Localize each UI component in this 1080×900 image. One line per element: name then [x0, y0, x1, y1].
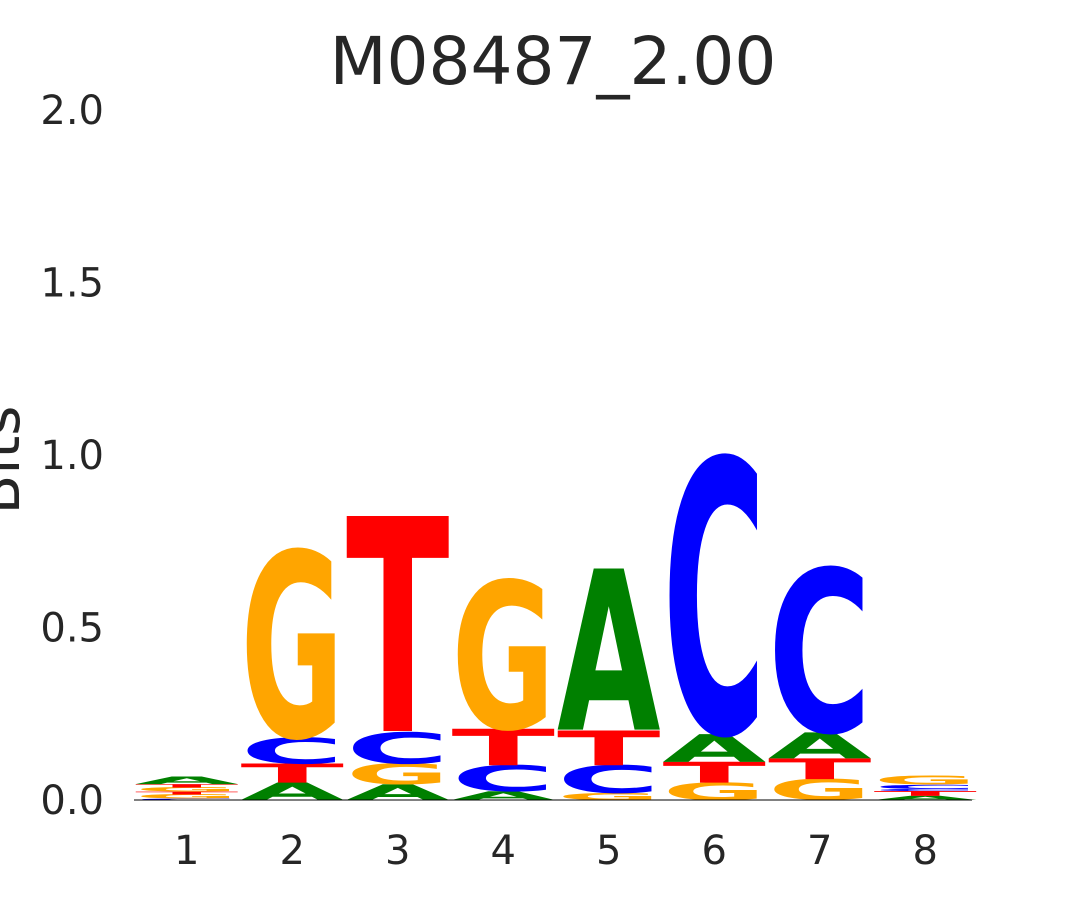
logo-letter-a: A	[241, 778, 344, 806]
logo-letter-t: T	[452, 719, 555, 777]
logo-letter-c: C	[874, 788, 978, 791]
y-tick-label: 0.0	[40, 778, 104, 824]
y-tick-label: 0.5	[40, 606, 104, 652]
x-tick-label: 1	[174, 828, 199, 874]
logo-letter-a: A	[768, 726, 872, 768]
x-tick-label: 2	[280, 828, 305, 874]
logo-letter-g: G	[241, 502, 344, 797]
logo-letter-t: T	[135, 791, 238, 795]
logo-letter-c: C	[874, 784, 978, 791]
logo-letter-t: T	[768, 753, 871, 786]
logo-letter-t: T	[557, 721, 661, 776]
x-tick-label: 3	[385, 828, 410, 874]
x-tick-label: 8	[913, 828, 938, 874]
logo-letter-a: A	[452, 789, 555, 803]
y-tick-label: 2.0	[40, 88, 104, 134]
logo-letter-t: T	[135, 783, 238, 789]
logo-letter-a: A	[663, 727, 766, 771]
x-tick-label: 5	[596, 828, 621, 874]
y-tick-label: 1.5	[40, 261, 104, 307]
logo-letter-c: C	[346, 724, 450, 774]
logo-letter-c: C	[241, 731, 345, 772]
logo-letter-t: T	[874, 790, 977, 798]
logo-letter-g: G	[663, 778, 766, 806]
x-tick-label: 6	[702, 828, 727, 874]
x-axis-ticks: 1 2 3 4 5 6 7 8	[174, 828, 938, 874]
logo-letter-a: A	[346, 780, 449, 805]
logo-letter-c: C	[663, 384, 767, 821]
logo-letter-a: A	[135, 774, 238, 786]
logo-letter-g: G	[452, 541, 555, 776]
logo-letter-a: A	[557, 525, 660, 783]
x-tick-label: 4	[491, 828, 516, 874]
y-axis-label: Bits	[0, 406, 33, 515]
logo-letter-t: T	[663, 756, 766, 789]
logo-letter-t: T	[241, 758, 345, 789]
logo-letter-g: G	[346, 758, 449, 791]
y-axis-ticks: 2.0 1.5 1.0 0.5 0.0	[40, 88, 104, 824]
logo-letter-c: C	[557, 758, 660, 802]
logo-letter-a: A	[874, 795, 977, 802]
x-tick-label: 7	[807, 828, 832, 874]
logo-letter-g: G	[557, 791, 660, 802]
y-tick-label: 1.0	[40, 433, 104, 479]
logo-letter-c: C	[135, 798, 238, 800]
logo-letter-c: C	[768, 526, 871, 786]
logo-letter-g: G	[135, 793, 238, 800]
logo-letter-g: G	[135, 786, 238, 793]
logo-letter-g: G	[768, 773, 871, 806]
logo-letter-t: T	[346, 458, 449, 801]
logo-letter-g: G	[874, 773, 977, 787]
chart-title: M08487_2.00	[330, 23, 777, 100]
logo-letter-c: C	[452, 759, 556, 800]
